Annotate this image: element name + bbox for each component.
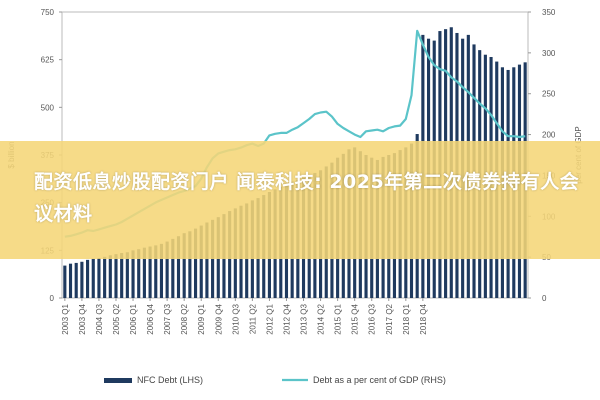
x-tick-label: 2003 Q1 (61, 303, 70, 334)
bar-nfc-debt (171, 238, 175, 298)
left-tick-label: 0 (50, 294, 55, 303)
bar-nfc-debt (91, 258, 95, 298)
bar-nfc-debt (86, 259, 90, 298)
left-tick-label: 625 (41, 56, 55, 65)
x-tick-label: 2003 Q4 (78, 303, 87, 334)
x-tick-label: 2006 Q4 (146, 303, 155, 334)
x-tick-label: 2004 Q3 (95, 303, 104, 334)
bar-nfc-debt (103, 256, 107, 298)
overlay-banner (0, 141, 600, 259)
x-tick-label: 2016 Q3 (368, 303, 377, 334)
x-tick-label: 2017 Q2 (385, 303, 394, 334)
right-tick-label: 250 (542, 90, 556, 99)
bar-nfc-debt (176, 236, 181, 298)
right-tick-label: 350 (542, 8, 556, 17)
bar-nfc-debt (205, 222, 209, 298)
bar-nfc-debt (148, 246, 152, 298)
bar-nfc-debt (80, 261, 84, 298)
bar-nfc-debt (125, 252, 129, 298)
bar-nfc-debt (108, 255, 112, 298)
left-tick-label: 500 (41, 103, 55, 112)
x-tick-label: 2009 Q1 (197, 303, 206, 334)
bar-nfc-debt (97, 257, 101, 298)
left-tick-label: 750 (41, 8, 55, 17)
right-tick-label: 300 (542, 49, 556, 58)
bar-nfc-debt (68, 263, 73, 298)
x-tick-label: 2006 Q1 (129, 303, 138, 334)
x-tick-label: 2007 Q3 (163, 303, 172, 334)
bar-nfc-debt (137, 249, 141, 298)
bar-nfc-debt (182, 233, 186, 298)
bar-nfc-debt (114, 254, 118, 298)
x-tick-label: 2005 Q2 (112, 303, 121, 334)
legend-label-nfc-debt: NFC Debt (LHS) (137, 375, 203, 385)
x-tick-label: 2008 Q2 (180, 303, 189, 334)
bar-nfc-debt (199, 225, 203, 298)
x-tick-label: 2011 Q2 (248, 303, 257, 334)
x-tick-label: 2012 Q4 (282, 303, 291, 334)
bar-nfc-debt (74, 262, 78, 298)
overlay-banner-text: 配资低息炒股配资门户 闻泰科技: 2025年第二次债券持有人会议材料 (34, 171, 580, 225)
x-tick-label: 2015 Q1 (334, 303, 343, 334)
x-tick-label: 2018 Q4 (419, 303, 428, 334)
bar-nfc-debt (131, 250, 135, 298)
bar-nfc-debt (120, 253, 124, 298)
legend-label-debt-pct-gdp: Debt as a per cent of GDP (RHS) (313, 375, 446, 385)
right-tick-label: 200 (542, 131, 556, 140)
bar-nfc-debt (154, 245, 158, 298)
bar-nfc-debt (159, 243, 164, 298)
right-tick-label: 0 (542, 294, 547, 303)
legend-swatch-nfc-debt (104, 378, 132, 383)
bar-nfc-debt (142, 247, 146, 298)
x-tick-label: 2009 Q4 (214, 303, 223, 334)
x-tick-label: 2012 Q1 (265, 303, 274, 334)
x-tick-label: 2014 Q2 (317, 303, 326, 334)
bar-nfc-debt (165, 241, 169, 298)
x-tick-label: 2018 Q1 (402, 303, 411, 334)
bar-nfc-debt (63, 265, 67, 298)
x-tick-label: 2013 Q3 (300, 303, 309, 334)
bar-nfc-debt (193, 228, 198, 298)
x-tick-label: 2015 Q4 (351, 303, 360, 334)
bar-nfc-debt (188, 231, 192, 298)
x-tick-label: 2010 Q3 (231, 303, 240, 334)
